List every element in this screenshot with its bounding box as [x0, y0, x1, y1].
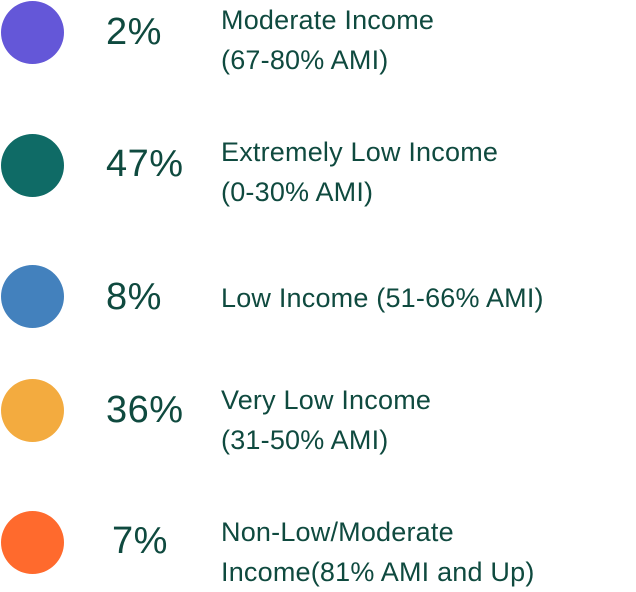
legend-item-low-income: 8% Low Income (51-66% AMI) — [0, 264, 636, 344]
label-very-low-income-line-2: (31-50% AMI) — [221, 425, 389, 455]
color-dot-moderate-income — [1, 1, 64, 64]
label-non-low-moderate-income: Non-Low/Moderate Income(81% AMI and Up) — [221, 512, 535, 592]
label-non-low-moderate-income-line-1: Non-Low/Moderate — [221, 517, 454, 547]
label-very-low-income: Very Low Income (31-50% AMI) — [221, 380, 431, 460]
legend-item-non-low-moderate-income: 7% Non-Low/Moderate Income(81% AMI and U… — [0, 509, 636, 589]
label-extremely-low-income-line-2: (0-30% AMI) — [221, 177, 374, 207]
color-dot-low-income — [1, 265, 64, 328]
label-moderate-income: Moderate Income (67-80% AMI) — [221, 0, 434, 80]
label-non-low-moderate-income-line-2: Income(81% AMI and Up) — [221, 557, 535, 587]
label-moderate-income-line-1: Moderate Income — [221, 5, 435, 35]
label-low-income: Low Income (51-66% AMI) — [221, 278, 544, 318]
legend-item-extremely-low-income: 47% Extremely Low Income (0-30% AMI) — [0, 132, 636, 212]
label-low-income-line-1: Low Income (51-66% AMI) — [221, 283, 544, 313]
label-extremely-low-income: Extremely Low Income (0-30% AMI) — [221, 132, 498, 212]
legend-item-very-low-income: 36% Very Low Income (31-50% AMI) — [0, 378, 636, 458]
percent-very-low-income: 36% — [106, 389, 184, 431]
percent-moderate-income: 2% — [106, 11, 162, 53]
percent-low-income: 8% — [106, 276, 162, 318]
legend-item-moderate-income: 2% Moderate Income (67-80% AMI) — [0, 0, 636, 80]
label-moderate-income-line-2: (67-80% AMI) — [221, 45, 389, 75]
label-extremely-low-income-line-1: Extremely Low Income — [221, 137, 499, 167]
percent-non-low-moderate-income: 7% — [112, 520, 168, 562]
color-dot-very-low-income — [1, 379, 64, 442]
color-dot-extremely-low-income — [1, 134, 64, 197]
percent-extremely-low-income: 47% — [106, 143, 184, 185]
label-very-low-income-line-1: Very Low Income — [221, 385, 432, 415]
color-dot-non-low-moderate-income — [1, 511, 64, 574]
